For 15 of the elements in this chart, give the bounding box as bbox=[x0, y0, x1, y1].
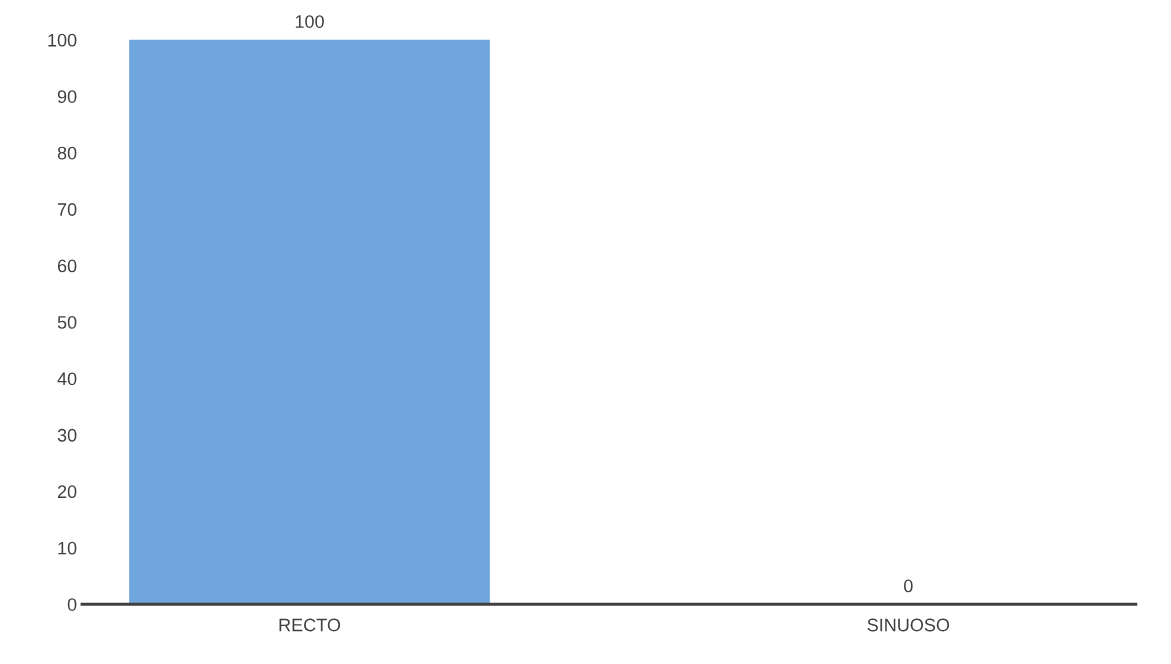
y-tick-label: 100 bbox=[48, 33, 77, 47]
y-tick-label: 40 bbox=[57, 372, 77, 386]
y-tick-label: 50 bbox=[57, 315, 77, 329]
y-tick-label: 20 bbox=[57, 485, 77, 499]
y-tick-label: 30 bbox=[57, 428, 77, 442]
data-label: 100 bbox=[295, 15, 324, 28]
y-tick-label: 0 bbox=[67, 598, 77, 611]
y-tick-label: 70 bbox=[57, 203, 77, 216]
y-tick-label: 60 bbox=[57, 259, 77, 273]
x-tick-label: SINUOSO bbox=[867, 618, 950, 632]
y-tick-label: 80 bbox=[57, 146, 77, 160]
x-tick-label: RECTO bbox=[279, 618, 341, 632]
y-tick-label: 10 bbox=[58, 541, 77, 555]
y-tick-label: 90 bbox=[57, 90, 77, 103]
data-label: 0 bbox=[904, 579, 913, 593]
